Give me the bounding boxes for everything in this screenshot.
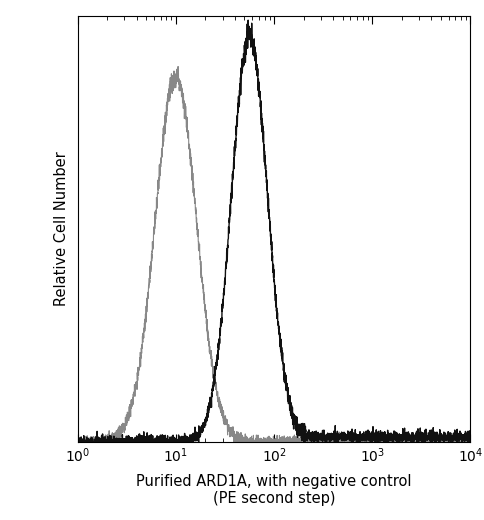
X-axis label: Purified ARD1A, with negative control
(PE second step): Purified ARD1A, with negative control (P…	[136, 474, 411, 506]
Y-axis label: Relative Cell Number: Relative Cell Number	[54, 151, 69, 306]
